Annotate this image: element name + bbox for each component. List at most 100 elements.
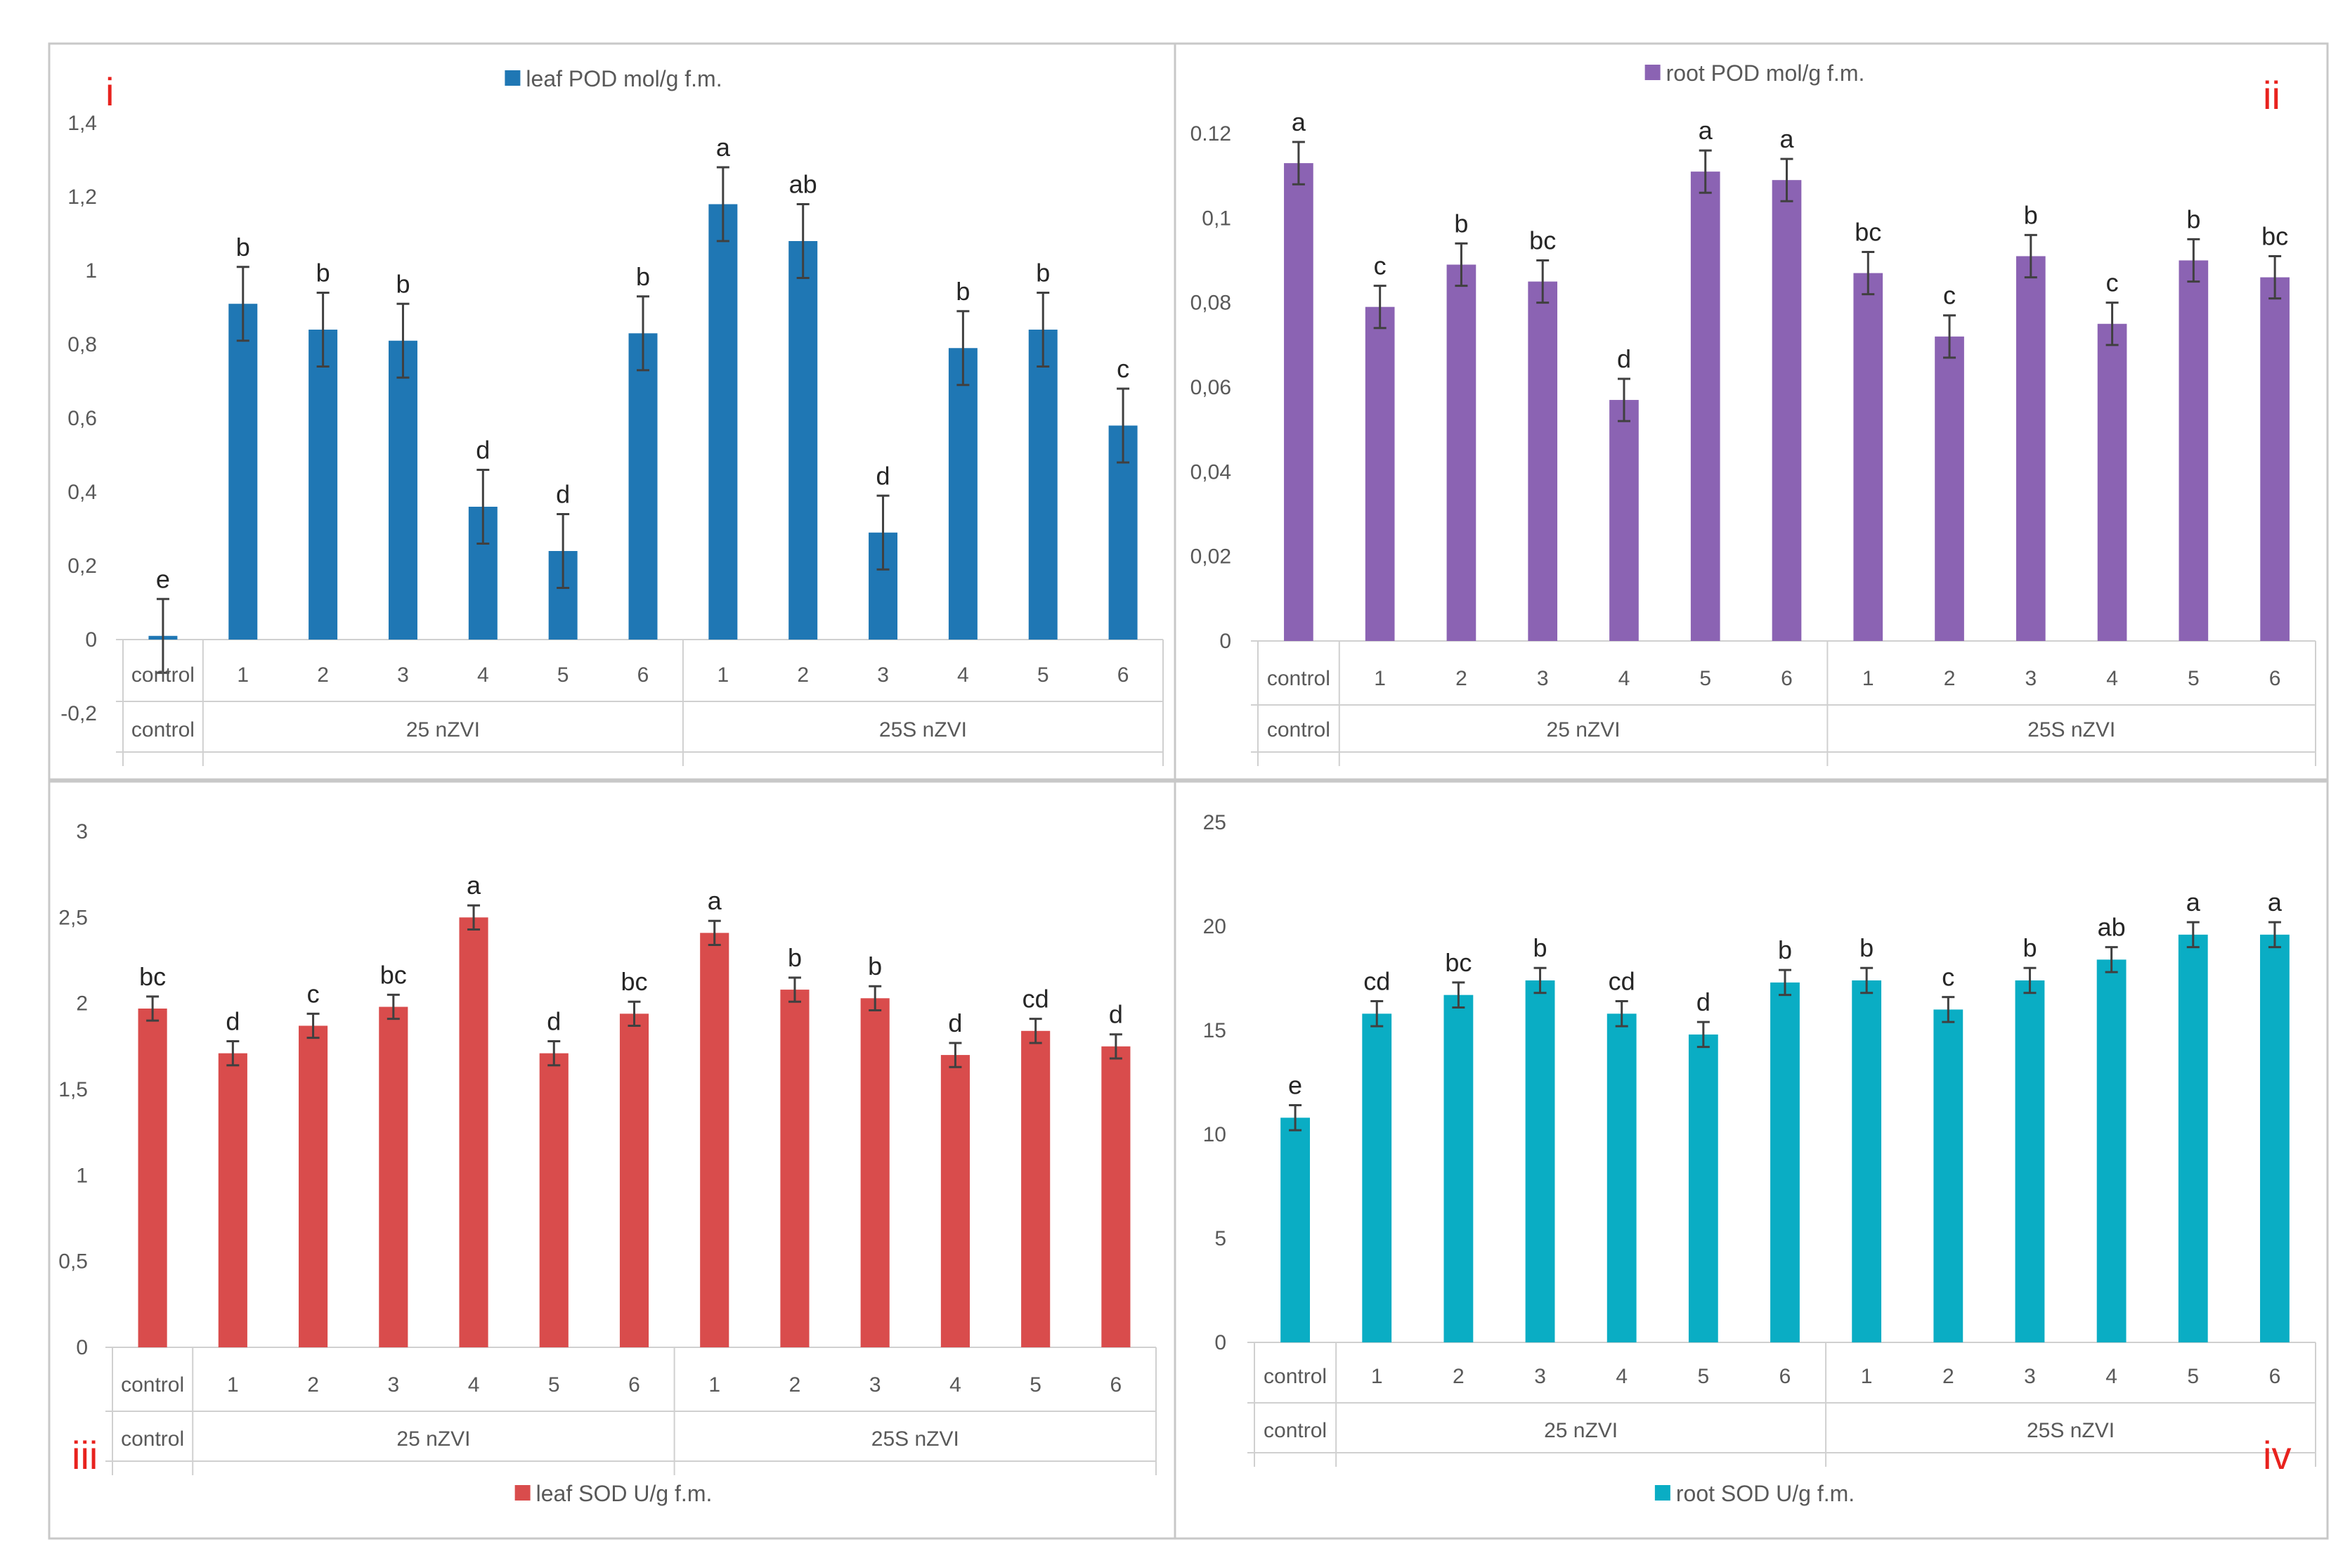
panel-iv-significance-label: d bbox=[1696, 987, 1710, 1016]
panel-ii-category-label: 3 bbox=[1537, 667, 1549, 690]
panel-ii-panel-label: ii bbox=[2263, 73, 2280, 117]
panel-iii-significance-label: bc bbox=[380, 960, 407, 989]
panel-i-category-label: 5 bbox=[557, 663, 569, 687]
panel-iii-legend: leaf SOD U/g f.m. bbox=[514, 1481, 712, 1506]
panel-i-significance-label: b bbox=[636, 262, 650, 291]
panel-ii-ytick-label: 0,02 bbox=[1190, 545, 1231, 569]
panel-iv-significance-label: cd bbox=[1363, 967, 1390, 996]
panel-ii-group-label: 25S nZVI bbox=[2027, 718, 2115, 741]
panel-iv-category-label: 3 bbox=[2024, 1365, 2036, 1388]
panel-i-bar bbox=[788, 241, 818, 640]
panel-iii-category-label: 2 bbox=[789, 1373, 801, 1397]
panel-iii-bar bbox=[1021, 1030, 1051, 1347]
panel-iii-category-label: 1 bbox=[227, 1373, 239, 1397]
panel-iii-panel-label: iii bbox=[72, 1433, 98, 1477]
panel-iv-legend-text: root SOD U/g f.m. bbox=[1676, 1481, 1855, 1506]
panel-ii-bar bbox=[2179, 260, 2209, 641]
panel-iv-category-label: 2 bbox=[1942, 1365, 1954, 1388]
panel-iii-bar bbox=[780, 990, 810, 1347]
panel-ii-category-label: 4 bbox=[1618, 667, 1630, 690]
panel-i-category-label: 6 bbox=[637, 663, 649, 687]
panel-iii-bar bbox=[619, 1013, 649, 1347]
panel-i-group-label: 25 nZVI bbox=[406, 718, 480, 741]
panel-ii-ytick-label: 0,1 bbox=[1202, 207, 1231, 230]
panel-ii-significance-label: bc bbox=[1529, 226, 1556, 255]
panel-iii-category-label: 4 bbox=[468, 1373, 480, 1397]
panel-ii-category-label: 1 bbox=[1862, 667, 1874, 690]
panel-i-bar bbox=[228, 304, 258, 640]
panel-i-significance-label: b bbox=[316, 259, 330, 287]
panel-i-legend-text: leaf POD mol/g f.m. bbox=[526, 66, 722, 91]
panel-iii-significance-label: d bbox=[1109, 1000, 1123, 1029]
panel-iv-category-label: 3 bbox=[1534, 1365, 1546, 1388]
panel-ii-ytick-label: 0,08 bbox=[1190, 292, 1231, 315]
panel-iii-significance-label: b bbox=[788, 943, 802, 972]
panel-i-category-label: 2 bbox=[317, 663, 329, 687]
panel-iii-significance-label: bc bbox=[621, 967, 647, 996]
panel-iv-category-label: 4 bbox=[2105, 1365, 2117, 1388]
panel-iv-significance-label: b bbox=[1533, 933, 1547, 962]
panel-i-bar bbox=[309, 330, 338, 640]
panel-i-group-label: 25S nZVI bbox=[879, 718, 967, 741]
panel-ii-category-label: 2 bbox=[1944, 667, 1956, 690]
panel-ii-significance-label: d bbox=[1617, 344, 1631, 373]
panel-iii-ytick-label: 0 bbox=[76, 1336, 88, 1359]
panel-i-significance-label: e bbox=[156, 564, 170, 593]
panel-iii-bar bbox=[299, 1025, 328, 1347]
panel-iii-bar bbox=[539, 1053, 569, 1347]
panel-iv-bar bbox=[2260, 934, 2290, 1342]
panel-ii-bar bbox=[1365, 306, 1395, 641]
panel-iii-bar bbox=[218, 1053, 247, 1347]
panel-i-significance-label: b bbox=[1036, 259, 1050, 287]
panel-i-category-label: 6 bbox=[1117, 663, 1129, 687]
panel-iv-category-label: 2 bbox=[1453, 1365, 1465, 1388]
panel-iv-ytick-label: 10 bbox=[1203, 1123, 1226, 1146]
panel-iv-bar bbox=[1606, 1013, 1637, 1342]
panel-iii-bar bbox=[138, 1009, 167, 1347]
panel-iii-significance-label: bc bbox=[139, 962, 166, 991]
panel-ii-category-label: control bbox=[1267, 667, 1330, 690]
panel-iv: 0 5 10 15 20 25 e control cd 1 bc 2 b 3 cd 4 d 5 b 6 b 1 c 2 b 3 a… bbox=[1174, 780, 2329, 1540]
panel-iv-significance-label: cd bbox=[1609, 967, 1635, 996]
panel-iii-bar bbox=[860, 998, 890, 1347]
panel-iii-significance-label: cd bbox=[1023, 985, 1049, 1013]
panel-i-category-label: control bbox=[131, 663, 195, 687]
panel-i-bar bbox=[1028, 330, 1058, 640]
panel-ii-significance-label: a bbox=[1699, 116, 1713, 145]
panel-i-ytick-label: 1 bbox=[85, 259, 97, 283]
panel-ii-bar bbox=[1935, 336, 1964, 641]
panel-ii-bar bbox=[2015, 256, 2046, 641]
panel-i-significance-label: d bbox=[876, 461, 890, 490]
panel-iv-bar bbox=[1933, 1009, 1963, 1342]
panel-ii-legend-text: root POD mol/g f.m. bbox=[1666, 60, 1865, 86]
panel-iv-significance-label: c bbox=[1942, 963, 1954, 992]
panel-iii-bar bbox=[700, 933, 729, 1347]
panel-ii-category-label: 2 bbox=[1455, 667, 1467, 690]
panel-iii-category-label: 2 bbox=[307, 1373, 319, 1397]
panel-iv-category-label: 6 bbox=[1779, 1365, 1791, 1388]
panel-iii-category-label: control bbox=[121, 1373, 184, 1397]
panel-ii-significance-label: b bbox=[2024, 200, 2038, 229]
panel-iv-ytick-label: 5 bbox=[1214, 1227, 1226, 1250]
panel-i-bar bbox=[628, 333, 658, 640]
panel-ii-bar bbox=[1853, 273, 1883, 641]
panel-ii-significance-label: c bbox=[2106, 268, 2119, 297]
panel-i-significance-label: c bbox=[1117, 354, 1129, 383]
panel-iv-legend: root SOD U/g f.m. bbox=[1654, 1481, 1855, 1506]
panel-ii-significance-label: a bbox=[1779, 124, 1794, 153]
panel-ii-category-label: 5 bbox=[1699, 667, 1711, 690]
panel-iii-ytick-label: 3 bbox=[76, 820, 88, 843]
panel-iv-significance-label: b bbox=[1859, 933, 1874, 962]
panel-iv-legend-swatch bbox=[1654, 1485, 1670, 1501]
panel-ii-category-label: 1 bbox=[1374, 667, 1386, 690]
panel-i-significance-label: a bbox=[716, 133, 731, 162]
panel-iv-bar bbox=[2096, 959, 2127, 1342]
panel-i-ytick-label: 0,4 bbox=[67, 481, 97, 504]
panel-iv-bar bbox=[1852, 980, 1882, 1342]
panel-iii-bar bbox=[459, 917, 488, 1347]
panel-i-significance-label: d bbox=[556, 480, 570, 509]
panel-ii-significance-label: a bbox=[1292, 108, 1306, 136]
panel-i-bar bbox=[708, 204, 738, 640]
panel-iii-significance-label: a bbox=[467, 871, 481, 900]
panel-iii-group-label: control bbox=[121, 1427, 184, 1451]
